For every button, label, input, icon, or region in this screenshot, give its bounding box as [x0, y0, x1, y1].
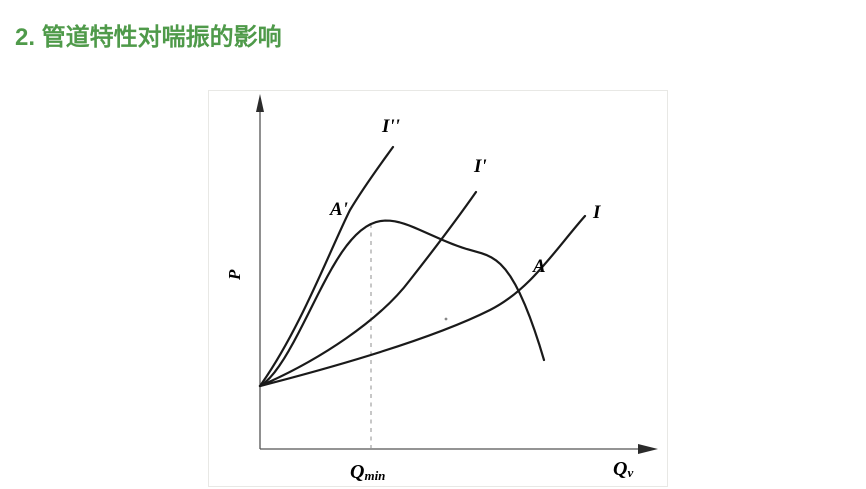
svg-text:A': A' — [329, 199, 348, 220]
svg-text:I': I' — [473, 156, 487, 177]
svg-text:A: A — [532, 256, 546, 277]
svg-text:I'': I'' — [381, 116, 400, 137]
svg-text:P: P — [225, 269, 244, 281]
svg-text:I: I — [592, 202, 601, 223]
svg-text:Qmin: Qmin — [350, 461, 385, 483]
svg-text:Qv: Qv — [613, 458, 633, 480]
